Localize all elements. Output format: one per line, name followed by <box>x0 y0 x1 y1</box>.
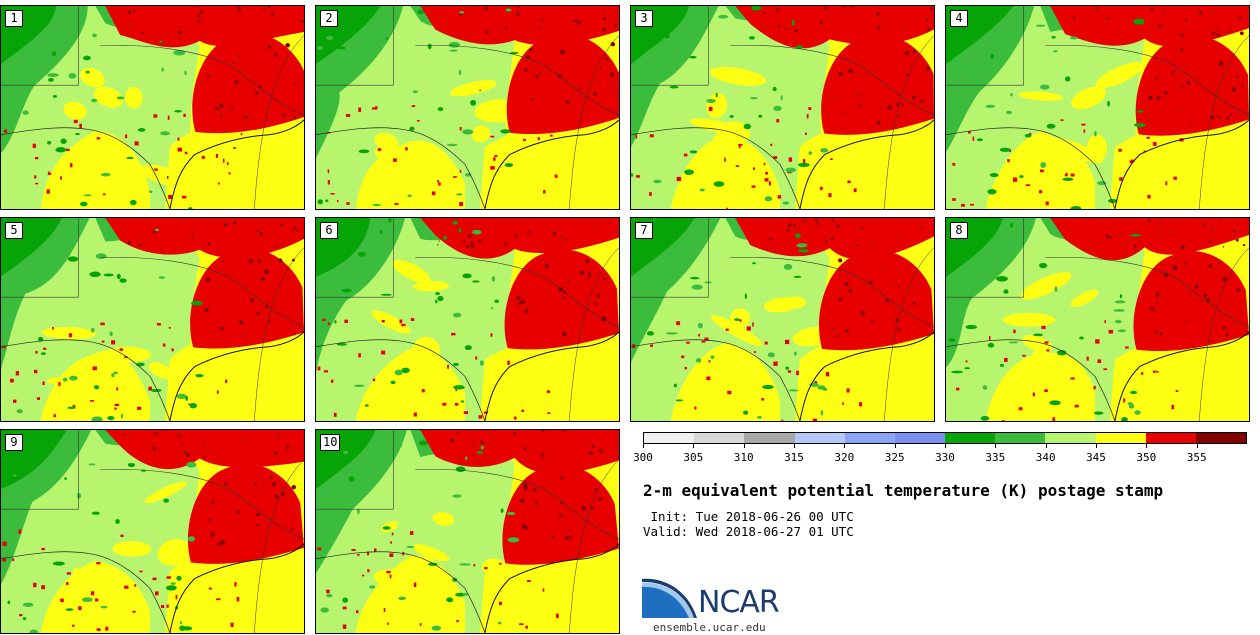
colorbar-tick-label: 340 <box>1035 451 1056 464</box>
member-panel-4: 4 <box>945 5 1250 210</box>
colorbar-tick-label: 310 <box>733 451 754 464</box>
colorbar-tick-mark <box>945 444 946 448</box>
valid-time: Valid: Wed 2018-06-27 01 UTC <box>643 524 854 539</box>
colorbar-tick-mark <box>1196 444 1198 448</box>
colorbar-tick-label: 325 <box>884 451 905 464</box>
colorbar-tick-label: 305 <box>683 451 704 464</box>
colorbar-segment-8 <box>1045 433 1096 443</box>
member-number-label: 3 <box>635 10 653 27</box>
ensemble-member-map <box>316 430 619 633</box>
colorbar-tick-label: 320 <box>834 451 855 464</box>
colorbar-tick-mark <box>1096 444 1097 448</box>
colorbar-tick-label: 345 <box>1086 451 1106 464</box>
colorbar-segment-6 <box>945 433 996 443</box>
member-number-label: 10 <box>320 434 341 451</box>
colorbar-segment-4 <box>844 433 895 443</box>
member-panel-8: 8 <box>945 217 1250 422</box>
ensemble-member-map <box>1 430 304 633</box>
colorbar-tick-label: 330 <box>935 451 955 464</box>
ncar-logo-text: NCAR <box>698 585 780 620</box>
colorbar <box>643 432 1247 444</box>
member-panel-10: 10 <box>315 429 620 634</box>
colorbar-segment-2 <box>744 433 795 443</box>
site-url: ensemble.ucar.edu <box>653 621 766 634</box>
ensemble-member-map <box>1 218 304 421</box>
member-number-label: 6 <box>320 222 338 239</box>
colorbar-tick-label: 350 <box>1136 451 1157 464</box>
member-panel-6: 6 <box>315 217 620 422</box>
member-panel-5: 5 <box>0 217 305 422</box>
colorbar-tick-mark <box>894 444 896 448</box>
colorbar-tick-label: 315 <box>784 451 804 464</box>
colorbar-segment-0 <box>644 433 695 443</box>
member-panel-9: 9 <box>0 429 305 634</box>
colorbar-segment-1 <box>694 433 745 443</box>
colorbar-tick-label: 355 <box>1186 451 1207 464</box>
colorbar-tick-mark <box>1045 444 1047 448</box>
ensemble-member-map <box>316 6 619 209</box>
ensemble-member-map <box>631 6 934 209</box>
colorbar-tick-mark <box>643 444 644 448</box>
member-panel-3: 3 <box>630 5 935 210</box>
ensemble-member-map <box>631 218 934 421</box>
colorbar-tick-mark <box>693 444 695 448</box>
member-panel-2: 2 <box>315 5 620 210</box>
chart-title: 2-m equivalent potential temperature (K)… <box>643 481 1164 500</box>
colorbar-tick-mark <box>995 444 997 448</box>
member-number-label: 8 <box>950 222 968 239</box>
member-number-label: 1 <box>5 10 23 27</box>
colorbar-segment-11 <box>1195 433 1247 443</box>
colorbar-segment-10 <box>1145 433 1196 443</box>
member-number-label: 4 <box>950 10 968 27</box>
colorbar-tick-mark <box>844 444 846 448</box>
member-number-label: 5 <box>5 222 23 239</box>
ensemble-member-map <box>316 218 619 421</box>
colorbar-ticks: 300 305 310 315 320 325 330 335 340 345 350 355 <box>633 444 1247 468</box>
colorbar-tick-label: 335 <box>985 451 1006 464</box>
colorbar-tick-mark <box>743 444 745 448</box>
colorbar-segment-9 <box>1095 433 1146 443</box>
member-panel-7: 7 <box>630 217 935 422</box>
init-time: Init: Tue 2018-06-26 00 UTC <box>643 509 854 524</box>
colorbar-tick-label: 300 <box>633 451 653 464</box>
ensemble-member-map <box>946 6 1249 209</box>
ensemble-member-map <box>946 218 1249 421</box>
colorbar-tick-mark <box>794 444 795 448</box>
ensemble-member-map <box>1 6 304 209</box>
colorbar-tick-mark <box>1146 444 1148 448</box>
ncar-logo-icon <box>642 578 697 618</box>
member-number-label: 2 <box>320 10 338 27</box>
colorbar-segment-5 <box>894 433 946 443</box>
member-number-label: 9 <box>5 434 23 451</box>
colorbar-segment-3 <box>794 433 845 443</box>
colorbar-segment-7 <box>995 433 1046 443</box>
member-panel-1: 1 <box>0 5 305 210</box>
member-number-label: 7 <box>635 222 653 239</box>
